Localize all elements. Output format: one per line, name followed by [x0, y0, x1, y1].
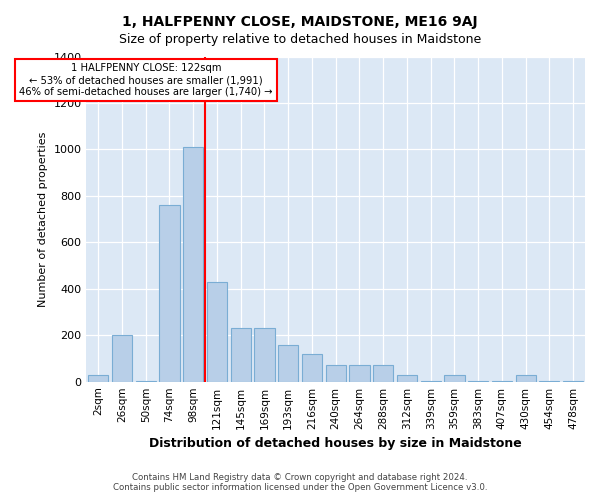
- Bar: [136, 380, 156, 382]
- Bar: [445, 374, 464, 382]
- Bar: [278, 344, 298, 382]
- X-axis label: Distribution of detached houses by size in Maidstone: Distribution of detached houses by size …: [149, 437, 522, 450]
- Bar: [326, 366, 346, 382]
- Bar: [563, 380, 583, 382]
- Text: 1 HALFPENNY CLOSE: 122sqm
← 53% of detached houses are smaller (1,991)
46% of se: 1 HALFPENNY CLOSE: 122sqm ← 53% of detac…: [19, 64, 272, 96]
- Bar: [539, 380, 559, 382]
- Y-axis label: Number of detached properties: Number of detached properties: [38, 132, 48, 307]
- Bar: [373, 366, 393, 382]
- Bar: [421, 380, 441, 382]
- Bar: [254, 328, 275, 382]
- Bar: [160, 205, 179, 382]
- Bar: [468, 380, 488, 382]
- Bar: [349, 366, 370, 382]
- Text: Size of property relative to detached houses in Maidstone: Size of property relative to detached ho…: [119, 32, 481, 46]
- Bar: [112, 335, 132, 382]
- Bar: [492, 380, 512, 382]
- Bar: [302, 354, 322, 382]
- Bar: [397, 374, 417, 382]
- Text: 1, HALFPENNY CLOSE, MAIDSTONE, ME16 9AJ: 1, HALFPENNY CLOSE, MAIDSTONE, ME16 9AJ: [122, 15, 478, 29]
- Text: Contains HM Land Registry data © Crown copyright and database right 2024.
Contai: Contains HM Land Registry data © Crown c…: [113, 473, 487, 492]
- Bar: [515, 374, 536, 382]
- Bar: [183, 147, 203, 382]
- Bar: [230, 328, 251, 382]
- Bar: [88, 374, 109, 382]
- Bar: [207, 282, 227, 382]
